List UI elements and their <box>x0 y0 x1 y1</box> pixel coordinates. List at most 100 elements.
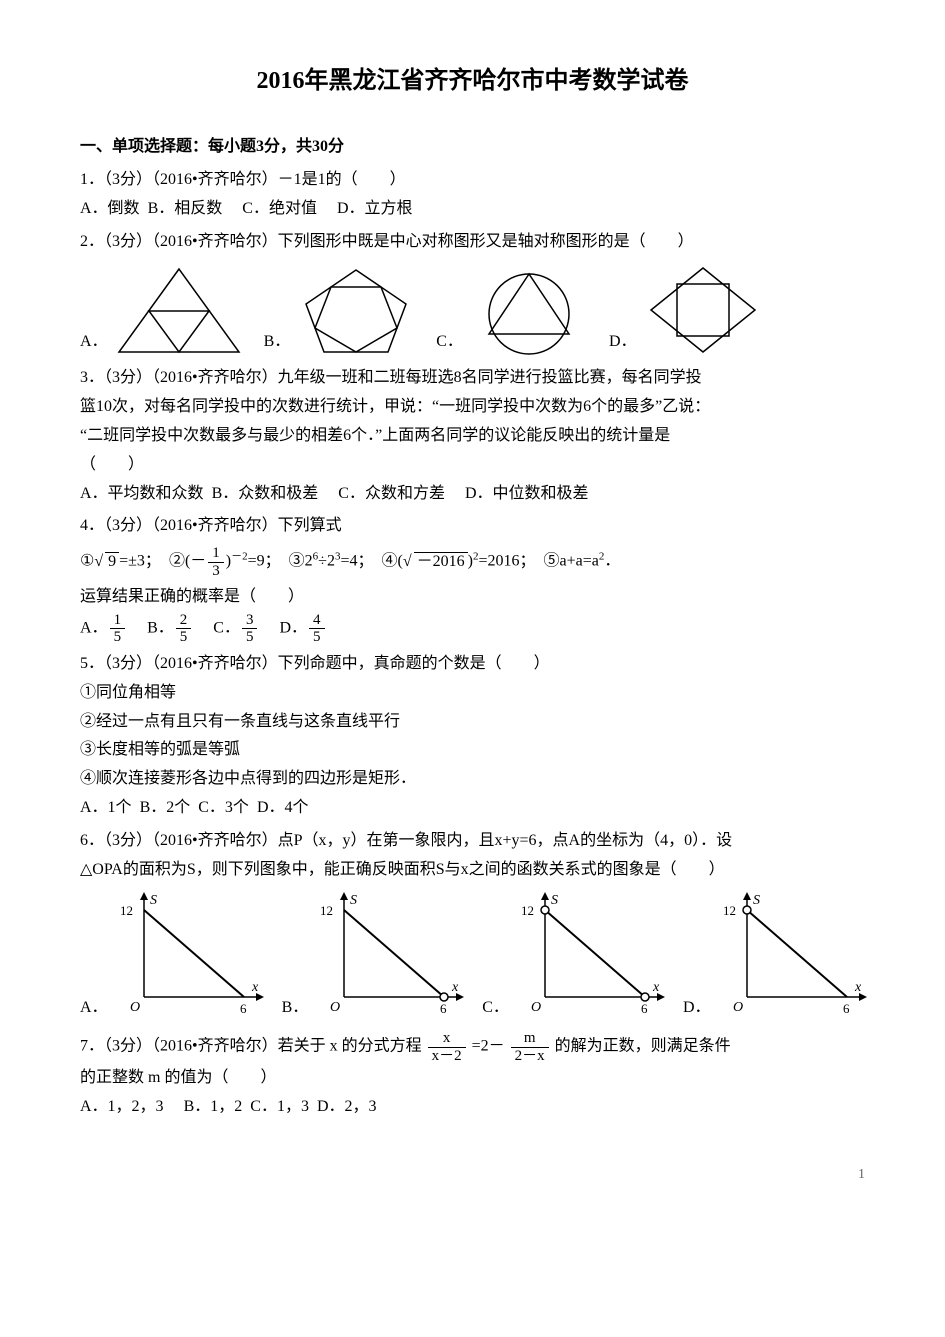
q2-figures: A． B． C． D． <box>80 264 865 356</box>
q2-figure-b-icon <box>296 264 416 356</box>
q4-item2-fraction: 13 <box>208 545 224 579</box>
q7-frac2: m2－x <box>511 1030 549 1064</box>
q4-opt-b-label: B． <box>147 620 174 637</box>
q4-item2-post: =9； <box>248 553 281 570</box>
q5-opt-b: B．2个 <box>140 799 191 816</box>
question-4: 4．（3分）（2016•齐齐哈尔）下列算式 ①9=±3； ②(－13)－2=9；… <box>80 512 865 646</box>
q4-item4-radicand: －2016 <box>414 552 468 570</box>
q7-pre: 7．（3分）（2016•齐齐哈尔）若关于 x 的分式方程 <box>80 1038 422 1055</box>
q4-opt-a-fraction: 15 <box>110 612 126 646</box>
q1-opt-d: D．立方根 <box>337 200 413 217</box>
question-7: 7．（3分）（2016•齐齐哈尔）若关于 x 的分式方程 xx－2 =2－ m2… <box>80 1030 865 1122</box>
q7-opt-c: C．1，3 <box>250 1098 309 1115</box>
q2-label-a: A． <box>80 328 108 357</box>
page-number: 1 <box>80 1162 865 1187</box>
q7-options: A．1，2，3 B．1，2 C．1，3 D．2，3 <box>80 1093 865 1122</box>
svg-text:12: 12 <box>320 903 333 918</box>
svg-text:x: x <box>451 980 459 995</box>
q7-frac2-num: m <box>511 1030 549 1048</box>
q6-graph-b-icon: SxO612 <box>314 892 464 1022</box>
svg-text:6: 6 <box>843 1001 850 1016</box>
q4-items: ①9=±3； ②(－13)－2=9； ③26÷23=4； ④(－2016)2=2… <box>80 545 865 579</box>
svg-text:x: x <box>251 980 259 995</box>
svg-text:6: 6 <box>440 1001 447 1016</box>
q5-options: A．1个 B．2个 C．3个 D．4个 <box>80 794 865 823</box>
q3-opt-a: A．平均数和众数 <box>80 485 204 502</box>
svg-text:x: x <box>652 980 660 995</box>
question-1: 1．（3分）（2016•齐齐哈尔）－1是1的（ ） A．倒数 B．相反数 C．绝… <box>80 166 865 224</box>
q4-opt-d-fraction: 45 <box>309 612 325 646</box>
q4-item2-exp: －2 <box>231 551 248 563</box>
q4-item4-pre: ④ <box>381 553 397 570</box>
q1-opt-b: B．相反数 <box>148 200 223 217</box>
q2-figure-a-icon <box>114 264 244 356</box>
svg-text:12: 12 <box>521 903 534 918</box>
question-3: 3．（3分）（2016•齐齐哈尔）九年级一班和二班每班选8名同学进行投篮比赛，每… <box>80 364 865 508</box>
sqrt-icon <box>94 553 103 570</box>
q6-graph-a-icon: SxO612 <box>114 892 264 1022</box>
svg-text:12: 12 <box>723 903 736 918</box>
q3-line2: 篮10次，对每名同学投中的次数进行统计，甲说：“一班同学投中次数为6个的最多”乙… <box>80 393 865 422</box>
q4-opt-d-label: D． <box>279 620 307 637</box>
q4-item5-pre: ⑤ <box>543 553 559 570</box>
q4-item1-post: =±3； <box>119 553 161 570</box>
svg-text:O: O <box>130 1000 140 1015</box>
question-5: 5．（3分）（2016•齐齐哈尔）下列命题中，真命题的个数是（ ） ①同位角相等… <box>80 650 865 823</box>
question-6: 6．（3分）（2016•齐齐哈尔）点P（x，y）在第一象限内，且x+y=6，点A… <box>80 827 865 1023</box>
q2-text: 2．（3分）（2016•齐齐哈尔）下列图形中既是中心对称图形又是轴对称图形的是（… <box>80 228 865 257</box>
q4-item2-den: 3 <box>208 563 224 580</box>
q4-opt-b-fraction: 25 <box>176 612 192 646</box>
q7-frac1: xx－2 <box>428 1030 466 1064</box>
q4-opt-d-den: 5 <box>309 629 325 646</box>
q5-p2: ②经过一点有且只有一条直线与这条直线平行 <box>80 708 865 737</box>
q6-graph-d-icon: SxO612 <box>717 892 867 1022</box>
q5-text: 5．（3分）（2016•齐齐哈尔）下列命题中，真命题的个数是（ ） <box>80 650 865 679</box>
q7-opt-a: A．1，2，3 <box>80 1098 164 1115</box>
q7-opt-b: B．1，2 <box>184 1098 243 1115</box>
q6-graphs: A． SxO612 B． SxO612 C． SxO612 D． SxO612 <box>80 892 865 1022</box>
q3-line4: （ ） <box>80 451 865 480</box>
q4-tail: 运算结果正确的概率是（ ） <box>80 583 865 612</box>
q4-item3-div: ÷2 <box>318 553 335 570</box>
q6-label-b: B． <box>282 994 309 1023</box>
q2-figure-d-icon <box>643 264 763 356</box>
q4-opt-c-label: C． <box>213 620 240 637</box>
q5-p3: ③长度相等的弧是等弧 <box>80 736 865 765</box>
q4-item2-open: (－ <box>185 553 206 570</box>
q6-line2: △OPA的面积为S，则下列图象中，能正确反映面积S与x之间的函数关系式的图象是（… <box>80 856 865 885</box>
q7-mid: =2－ <box>472 1038 505 1055</box>
q3-line3: “二班同学投中次数最多与最少的相差6个．”上面两名同学的议论能反映出的统计量是 <box>80 422 865 451</box>
svg-text:O: O <box>330 1000 340 1015</box>
q2-label-d: D． <box>609 328 637 357</box>
svg-text:S: S <box>551 893 558 908</box>
q4-item4-post: =2016； <box>478 553 535 570</box>
q4-opt-a-num: 1 <box>110 612 126 630</box>
q6-label-c: C． <box>482 994 509 1023</box>
q4-item5-end: ． <box>604 553 620 570</box>
q7-line1: 7．（3分）（2016•齐齐哈尔）若关于 x 的分式方程 xx－2 =2－ m2… <box>80 1030 865 1064</box>
q4-opt-a-den: 5 <box>110 629 126 646</box>
page-title: 2016年黑龙江省齐齐哈尔市中考数学试卷 <box>80 60 865 103</box>
q4-opt-c-fraction: 35 <box>242 612 258 646</box>
q5-p4: ④顺次连接菱形各边中点得到的四边形是矩形． <box>80 765 865 794</box>
q4-item2-num: 1 <box>208 545 224 563</box>
q3-opt-d: D．中位数和极差 <box>465 485 589 502</box>
q7-opt-d: D．2，3 <box>317 1098 377 1115</box>
q4-intro: 4．（3分）（2016•齐齐哈尔）下列算式 <box>80 512 865 541</box>
q3-opt-c: C．众数和方差 <box>338 485 445 502</box>
question-2: 2．（3分）（2016•齐齐哈尔）下列图形中既是中心对称图形又是轴对称图形的是（… <box>80 228 865 357</box>
q4-item5-text: a+a=a <box>560 553 599 570</box>
q7-post: 的解为正数，则满足条件 <box>555 1038 731 1055</box>
svg-text:S: S <box>150 893 157 908</box>
q3-line1: 3．（3分）（2016•齐齐哈尔）九年级一班和二班每班选8名同学进行投篮比赛，每… <box>80 364 865 393</box>
q2-figure-c-icon <box>469 264 589 356</box>
q7-frac1-num: x <box>428 1030 466 1048</box>
q7-line2: 的正整数 m 的值为（ ） <box>80 1064 865 1093</box>
q4-opt-c-num: 3 <box>242 612 258 630</box>
section-header: 一、单项选择题：每小题3分，共30分 <box>80 133 865 162</box>
q4-item3-pre: ③ <box>289 553 305 570</box>
svg-text:O: O <box>531 1000 541 1015</box>
q5-opt-a: A．1个 <box>80 799 132 816</box>
q4-item1-radicand: 9 <box>105 552 119 570</box>
svg-text:6: 6 <box>240 1001 247 1016</box>
